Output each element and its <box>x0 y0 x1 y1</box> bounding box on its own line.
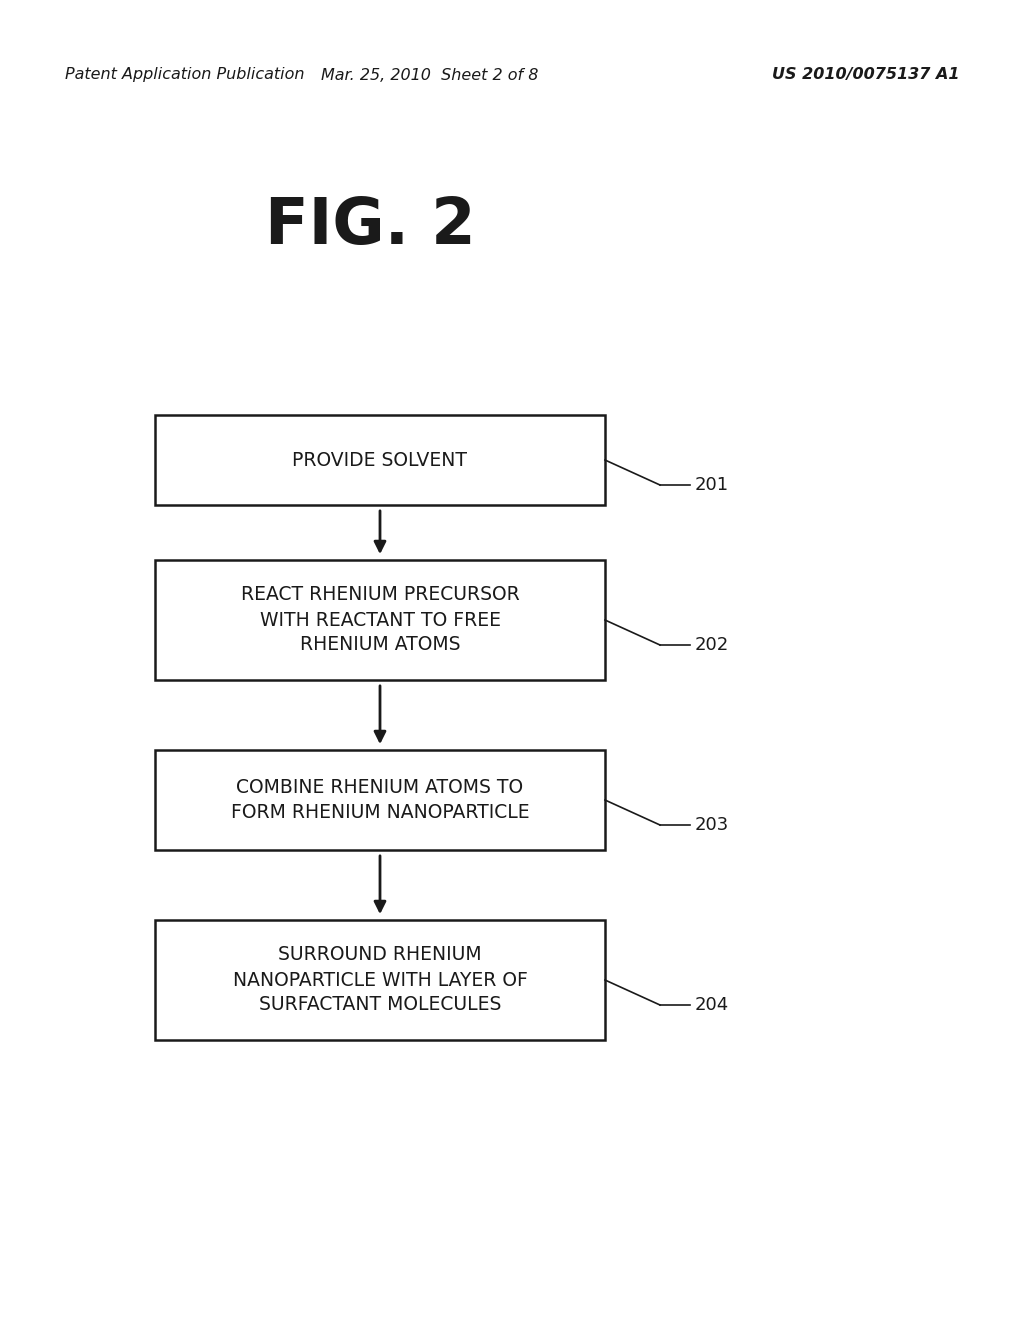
Bar <box>155 750 605 850</box>
Bar <box>155 920 605 1040</box>
Text: 204: 204 <box>695 997 729 1014</box>
Text: Patent Application Publication: Patent Application Publication <box>65 67 304 82</box>
Text: REACT RHENIUM PRECURSOR
WITH REACTANT TO FREE
RHENIUM ATOMS: REACT RHENIUM PRECURSOR WITH REACTANT TO… <box>241 586 519 655</box>
Text: 201: 201 <box>695 477 729 494</box>
Text: Mar. 25, 2010  Sheet 2 of 8: Mar. 25, 2010 Sheet 2 of 8 <box>322 67 539 82</box>
Text: 203: 203 <box>695 816 729 834</box>
Text: PROVIDE SOLVENT: PROVIDE SOLVENT <box>293 450 468 470</box>
Text: 202: 202 <box>695 636 729 653</box>
Text: SURROUND RHENIUM
NANOPARTICLE WITH LAYER OF
SURFACTANT MOLECULES: SURROUND RHENIUM NANOPARTICLE WITH LAYER… <box>232 945 527 1015</box>
Bar <box>155 560 605 680</box>
Text: US 2010/0075137 A1: US 2010/0075137 A1 <box>771 67 959 82</box>
Text: COMBINE RHENIUM ATOMS TO
FORM RHENIUM NANOPARTICLE: COMBINE RHENIUM ATOMS TO FORM RHENIUM NA… <box>230 777 529 822</box>
Bar <box>155 414 605 506</box>
Text: FIG. 2: FIG. 2 <box>264 195 475 257</box>
